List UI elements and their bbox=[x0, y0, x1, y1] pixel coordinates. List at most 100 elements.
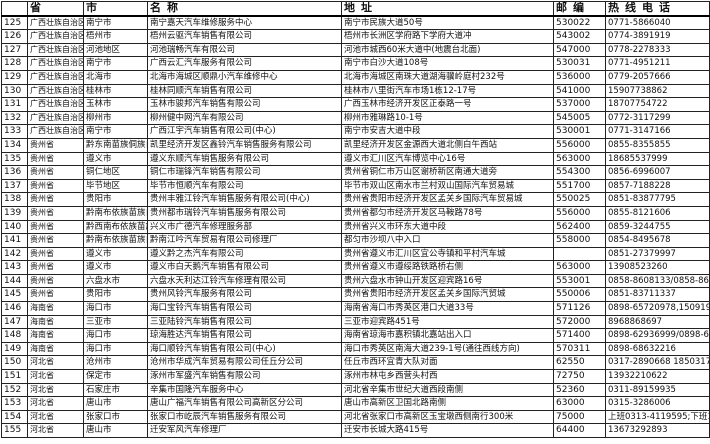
province: 广西壮族自治区 bbox=[27, 56, 84, 71]
hotline: 0315-3286006 bbox=[605, 396, 710, 411]
hotline: 0851-83877795 bbox=[605, 192, 710, 207]
city: 唐山市 bbox=[83, 423, 148, 438]
table-row: 149 海南省 海口市 海口顺铃汽车销售有限公司(中心) 海口市秀英区南海大道239-1… bbox=[1, 341, 710, 357]
postcode: 558000 bbox=[553, 233, 606, 248]
table-row: 144 贵州省 六盘水市 六盘水天利达江铃汽车修理有限公司 贵州六盘水市钟山开发区迎宾路… bbox=[1, 273, 710, 289]
province: 河北省 bbox=[27, 423, 84, 438]
postcode: 571126 bbox=[553, 301, 606, 316]
province: 广西壮族自治区 bbox=[27, 97, 84, 112]
city: 南宁市 bbox=[83, 124, 148, 139]
postcode: 570311 bbox=[553, 341, 606, 357]
city: 保定市 bbox=[83, 369, 148, 384]
hotline: 8968868697 bbox=[605, 314, 710, 330]
city: 贵阳市 bbox=[83, 192, 148, 207]
postcode: 553001 bbox=[553, 273, 606, 289]
header-address: 地址 bbox=[341, 0, 554, 17]
postcode: 550006 bbox=[553, 287, 606, 303]
address: 北海市海城区南珠大道湖海骥岭庭村232号 bbox=[341, 69, 554, 85]
dealer-name: 梧州云驱汽车销售有限公司 bbox=[147, 29, 342, 44]
row-number: 154 bbox=[1, 409, 28, 425]
hotline: 0771-5866040 bbox=[605, 15, 710, 31]
hotline: 15907738862 bbox=[605, 83, 710, 99]
postcode: 572000 bbox=[553, 314, 606, 330]
dealer-name: 贵州丰雅江铃汽车销售服务有限公司(中心) bbox=[147, 192, 342, 207]
province: 贵州省 bbox=[27, 260, 84, 275]
dealer-name: 黔南江吟汽车贸易有限公司修理厂 bbox=[147, 233, 342, 248]
hotline: 13908523260 bbox=[605, 260, 710, 275]
hotline: 0778-2278333 bbox=[605, 42, 710, 58]
row-number: 143 bbox=[1, 260, 28, 275]
table-row: 145 贵州省 贵阳市 贵州风铃汽车服务有限公司 贵州省贵阳市经济开发区孟关乡国际汽贸城… bbox=[1, 287, 710, 303]
hotline: 0856-6996007 bbox=[605, 165, 710, 180]
dealer-name: 遵义东顺汽车销售服务有限公司 bbox=[147, 151, 342, 167]
hotline: 0771-4951211 bbox=[605, 56, 710, 71]
row-number: 147 bbox=[1, 314, 28, 330]
postcode: 556000 bbox=[553, 205, 606, 221]
row-number: 152 bbox=[1, 382, 28, 398]
row-number: 136 bbox=[1, 165, 28, 180]
row-number: 126 bbox=[1, 29, 28, 44]
city: 黔南布依族苗族自治州 bbox=[83, 205, 148, 221]
dealer-name: 北海市海城区顺鼎小汽车维修中心 bbox=[147, 69, 342, 85]
address: 柳州市雅琳路10-1号 bbox=[341, 110, 554, 126]
province: 海南省 bbox=[27, 301, 84, 316]
row-number: 150 bbox=[1, 355, 28, 371]
dealer-name: 兴义市广德汽车修理服务部 bbox=[147, 219, 342, 235]
city: 桂林市 bbox=[83, 83, 148, 99]
row-number: 139 bbox=[1, 205, 28, 221]
hotline: 0854-8495678 bbox=[605, 233, 710, 248]
dealer-name: 凯里经济开发区鑫铃汽车销售服务有限公司 bbox=[147, 137, 342, 153]
address: 迁安市长城大路415号 bbox=[341, 423, 554, 438]
hotline: 上班0313-4119595;下班13191919222 bbox=[605, 409, 710, 425]
dealer-name: 迁安军风汽车修理厂 bbox=[147, 423, 342, 438]
hotline: 0774-3891919 bbox=[605, 29, 710, 44]
address: 南宁市民族大道50号 bbox=[341, 15, 554, 31]
hotline: 13673292893 bbox=[605, 423, 710, 438]
city: 北海市 bbox=[83, 69, 148, 85]
province: 贵州省 bbox=[27, 205, 84, 221]
row-number: 130 bbox=[1, 83, 28, 99]
address: 唐山市高新区卫国北路南侧 bbox=[341, 396, 554, 411]
city: 南宁市 bbox=[83, 56, 148, 71]
postcode: 551700 bbox=[553, 178, 606, 194]
row-number: 131 bbox=[1, 97, 28, 112]
city: 遵义市 bbox=[83, 246, 148, 262]
table-header: 省市名称 地址 邮编 热线电话 bbox=[1, 0, 710, 17]
postcode: 554300 bbox=[553, 165, 606, 180]
dealer-name: 贵州风铃汽车服务有限公司 bbox=[147, 287, 342, 303]
city: 黔东南苗族侗族自治州 bbox=[83, 137, 148, 153]
hotline: 0858-8608133/0858-8605169 bbox=[605, 273, 710, 289]
header-dealer-name: 名称 bbox=[147, 0, 342, 17]
table-row: 133 广西壮族自治区 南宁市 广西江宇汽车销售有限公司(中心) 南宁市安吉大道中段 53… bbox=[1, 124, 710, 139]
hotline: 0898-68632216 bbox=[605, 341, 710, 357]
postcode: 52360 bbox=[553, 382, 606, 398]
postcode bbox=[553, 246, 606, 262]
postcode: 63000 bbox=[553, 396, 606, 411]
province: 河北省 bbox=[27, 369, 84, 384]
dealer-name: 广西江宇汽车销售有限公司(中心) bbox=[147, 124, 342, 139]
address: 任丘市西环宜青大队对面 bbox=[341, 355, 554, 371]
row-number: 145 bbox=[1, 287, 28, 303]
address: 广西玉林市经济开发区正泰路一号 bbox=[341, 97, 554, 112]
postcode: 536000 bbox=[553, 69, 606, 85]
table-row: 137 贵州省 毕节地区 毕节市恒顺汽车有限公司 毕节市双山区南水市兰村双山国际汽车贸易… bbox=[1, 178, 710, 194]
table-body: 125 广西壮族自治区 南宁市 南宁嘉天汽车维修服务中心 南宁市民族大道50号 53002… bbox=[1, 15, 710, 438]
table-row: 151 河北省 保定市 涿州市军盛汽车销售有限公司 涿州市林屯乡西营头村西 72750 13… bbox=[1, 369, 710, 384]
province: 贵州省 bbox=[27, 246, 84, 262]
row-number: 153 bbox=[1, 396, 28, 411]
hotline: 0859-3244755 bbox=[605, 219, 710, 235]
table-row: 138 贵州省 贵阳市 贵州丰雅江铃汽车销售服务有限公司(中心) 贵州省贵阳市经济开发区… bbox=[1, 192, 710, 207]
table-row: 126 广西壮族自治区 梧州市 梧州云驱汽车销售有限公司 梧州市长洲区学府路下学府大道冲… bbox=[1, 29, 710, 44]
hotline: 0855-8355855 bbox=[605, 137, 710, 153]
dealer-name: 六盘水天利达江铃汽车修理有限公司 bbox=[147, 273, 342, 289]
row-number: 132 bbox=[1, 110, 28, 126]
dealer-name: 涿州市军盛汽车销售有限公司 bbox=[147, 369, 342, 384]
address: 三亚市迎宾路451号 bbox=[341, 314, 554, 330]
address: 南宁市白沙大道108号 bbox=[341, 56, 554, 71]
table-row: 139贵州省黔南布依族苗族自治州贵州都市瑞铃汽车销售服务有限公司贵州省都匀市经济… bbox=[1, 205, 710, 221]
table-row: 135 贵州省 遵义市 遵义东顺汽车销售服务有限公司 遵义市汇川区汽车博览中心16号 56… bbox=[1, 151, 710, 167]
province: 贵州省 bbox=[27, 178, 84, 194]
table-row: 154 河北省 张家口市 张家口市屹辰汽车销售服务有限公司 河北省张家口市高新区玉宝墩西… bbox=[1, 409, 710, 425]
city: 海口市 bbox=[83, 341, 148, 357]
dealer-name: 辛集市国隆汽车服务中心 bbox=[147, 382, 342, 398]
